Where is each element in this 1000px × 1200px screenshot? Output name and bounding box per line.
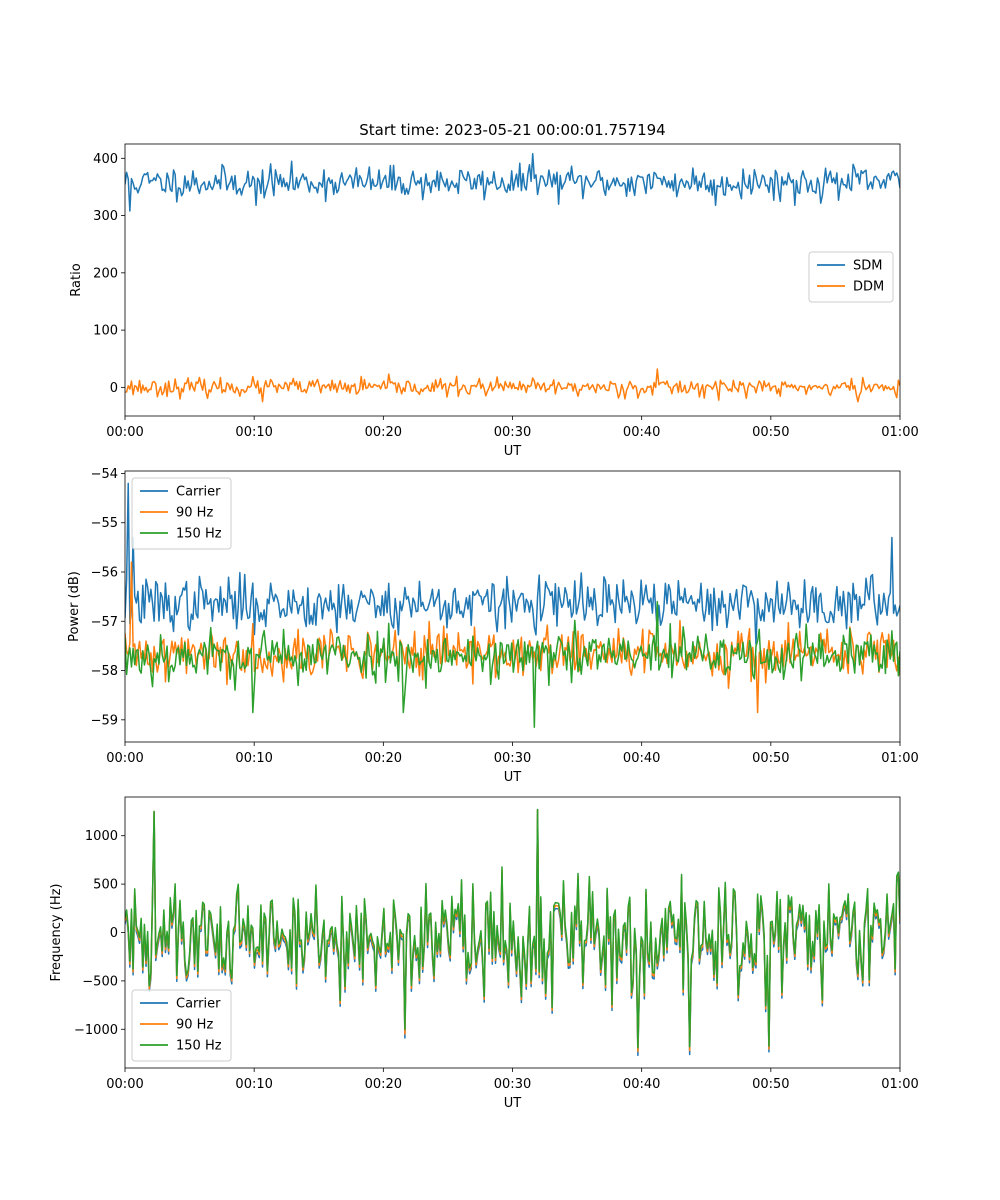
legend: Carrier 90 Hz 150 Hz xyxy=(131,477,232,550)
y-tick-label: 500 xyxy=(93,878,118,893)
legend-entry: SDM xyxy=(853,259,882,274)
x-tick-label: 00:50 xyxy=(752,751,789,766)
x-tick-label: 01:00 xyxy=(881,1077,918,1092)
y-tick-label: −58 xyxy=(91,664,118,679)
y-tick-label: −59 xyxy=(91,713,118,728)
x-tick-label: 00:00 xyxy=(106,751,143,766)
series-line-ddm xyxy=(125,368,900,403)
legend-entry: DDM xyxy=(853,280,884,295)
subplot-frequency: 00:00 00:10 00:20 00:30 00:40 00:50 01:00 −1000… xyxy=(49,796,919,1111)
chart-title: Start time: 2023-05-21 00:00:01.757194 xyxy=(359,121,665,139)
x-tick-label: 00:50 xyxy=(752,425,789,440)
x-tick-label: 00:30 xyxy=(494,751,531,766)
series-line-150-hz xyxy=(125,808,900,1049)
x-tick-label: 00:40 xyxy=(623,425,660,440)
y-tick-label: −54 xyxy=(91,467,118,482)
x-tick-label: 00:20 xyxy=(365,425,402,440)
x-tick-label: 00:20 xyxy=(365,1077,402,1092)
legend: Carrier 90 Hz 150 Hz xyxy=(131,989,232,1062)
x-tick-label: 00:10 xyxy=(235,751,272,766)
series-group xyxy=(125,482,900,728)
x-tick-label: 00:50 xyxy=(752,1077,789,1092)
series-line-90-hz xyxy=(125,561,900,714)
series-group xyxy=(125,808,900,1057)
y-axis-label: Frequency (Hz) xyxy=(49,883,64,981)
y-axis-label: Power (dB) xyxy=(67,571,82,642)
series-line-carrier xyxy=(125,482,900,645)
x-tick-label: 01:00 xyxy=(881,425,918,440)
y-tick-label: 300 xyxy=(93,209,118,224)
legend-box xyxy=(131,989,232,1062)
y-tick-label: −55 xyxy=(91,516,118,531)
y-tick-label: 200 xyxy=(93,266,118,281)
x-axis-label: UT xyxy=(504,444,522,459)
x-tick-label: 00:10 xyxy=(235,1077,272,1092)
legend-box xyxy=(131,477,232,550)
subplot-power: 00:00 00:10 00:20 00:30 00:40 00:50 01:00 −59 −5… xyxy=(67,467,919,785)
legend-entry: 150 Hz xyxy=(176,527,222,542)
y-tick-label: −500 xyxy=(82,974,118,989)
y-tick-label: 1000 xyxy=(85,829,118,844)
subplot-ratio: 00:00 00:10 00:20 00:30 00:40 00:50 01:00 0 100 2… xyxy=(69,121,919,459)
series-group xyxy=(125,152,900,403)
y-tick-label: 0 xyxy=(110,381,118,396)
y-tick-label: 0 xyxy=(110,926,118,941)
series-line-150-hz xyxy=(125,600,900,728)
y-tick-label: 100 xyxy=(93,324,118,339)
x-tick-label: 00:30 xyxy=(494,1077,531,1092)
legend-entry: 90 Hz xyxy=(176,506,213,521)
y-tick-label: 400 xyxy=(93,152,118,167)
series-line-sdm xyxy=(125,152,900,212)
legend-entry: Carrier xyxy=(176,485,221,500)
x-axis-label: UT xyxy=(504,770,522,785)
x-tick-label: 00:40 xyxy=(623,751,660,766)
legend-entry: 150 Hz xyxy=(176,1039,222,1054)
legend-entry: Carrier xyxy=(176,997,221,1012)
x-tick-label: 00:30 xyxy=(494,425,531,440)
x-axis-label: UT xyxy=(504,1096,522,1111)
legend-entry: 90 Hz xyxy=(176,1018,213,1033)
x-tick-label: 00:00 xyxy=(106,1077,143,1092)
x-tick-label: 00:40 xyxy=(623,1077,660,1092)
x-tick-label: 00:00 xyxy=(106,425,143,440)
y-tick-label: −1000 xyxy=(74,1023,118,1038)
legend: SDM DDM xyxy=(808,251,894,303)
x-tick-label: 00:10 xyxy=(235,425,272,440)
y-tick-label: −56 xyxy=(91,566,118,581)
y-tick-label: −57 xyxy=(91,615,118,630)
x-tick-label: 01:00 xyxy=(881,751,918,766)
y-axis-label: Ratio xyxy=(69,263,84,296)
x-tick-label: 00:20 xyxy=(365,751,402,766)
